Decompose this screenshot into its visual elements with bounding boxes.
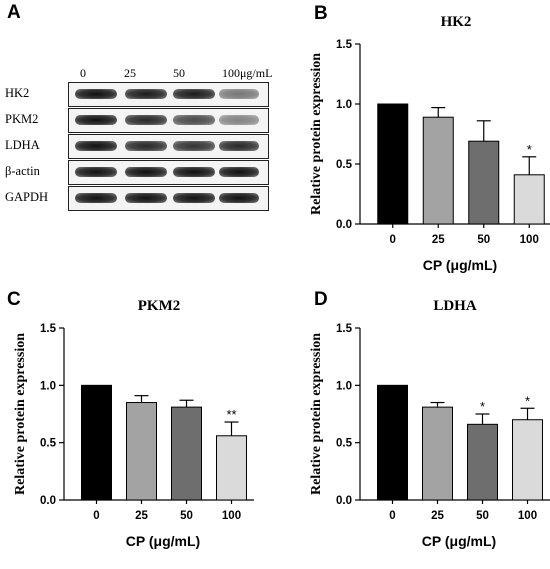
y-axis-label: Relative protein expression — [309, 333, 324, 495]
bar-50 — [171, 406, 202, 501]
bar-100 — [216, 435, 247, 501]
y-tick-label: 1.0 — [40, 380, 56, 392]
x-tick-label: 25 — [432, 234, 445, 246]
chart-hk2-svg: HK2 0.0 0.5 1.0 1.5 0 25 50 100 * CP (μg/mL) Relati… — [309, 14, 550, 273]
x-tick-label: 25 — [135, 510, 148, 522]
western-blot: 0 25 50 100μg/mL HK2 PKM2 LDHA β-actin G… — [0, 0, 280, 215]
y-tick-label: 0.0 — [336, 495, 352, 507]
blot-label-gapdh: GAPDH — [5, 190, 49, 204]
x-tick-label: 25 — [431, 510, 444, 522]
blot-row-gapdh — [68, 186, 269, 211]
blot-band — [125, 89, 167, 99]
blot-concentration-25: 25 — [124, 66, 136, 80]
x-tick-label: 50 — [477, 234, 490, 246]
chart-title: LDHA — [433, 298, 477, 314]
x-tick-label: 100 — [518, 510, 537, 522]
y-axis-label: Relative protein expression — [309, 53, 324, 215]
y-tick-label: 1.5 — [336, 323, 353, 335]
chart-title: HK2 — [441, 14, 472, 30]
bar-25 — [422, 116, 454, 225]
x-tick-label: 50 — [180, 510, 193, 522]
blot-band — [75, 115, 117, 125]
x-tick-label: 50 — [476, 510, 489, 522]
blot-band — [125, 167, 167, 177]
y-tick-label: 0.5 — [336, 159, 353, 171]
blot-concentration-0: 0 — [80, 66, 86, 80]
significance-marker: * — [480, 399, 485, 414]
bar-0 — [81, 384, 112, 501]
bar-25 — [126, 402, 157, 501]
bar-0 — [377, 384, 408, 501]
y-tick-label: 1.0 — [336, 99, 352, 111]
blot-band — [173, 193, 215, 203]
x-tick-label: 0 — [390, 234, 396, 246]
blot-band — [219, 141, 259, 151]
chart-ldha: LDHA 0.0 0.5 1.0 1.5 0 25 50 * 100 * CP (μg/mL) Rela… — [300, 286, 550, 569]
panel-letter-b: B — [314, 3, 328, 24]
y-tick-label: 0.5 — [40, 438, 57, 450]
blot-row-pkm2 — [68, 108, 269, 133]
y-tick-label: 1.0 — [336, 380, 352, 392]
blot-row-beta-actin — [68, 160, 269, 185]
x-tick-label: 0 — [389, 510, 395, 522]
x-tick-label: 100 — [520, 234, 539, 246]
y-tick-label: 0.5 — [336, 438, 353, 450]
y-axis-label: Relative protein expression — [13, 333, 28, 495]
chart-title: PKM2 — [138, 298, 181, 314]
y-tick-label: 1.5 — [40, 323, 57, 335]
significance-marker: * — [525, 393, 530, 408]
bar-50 — [468, 140, 500, 225]
panel-letter-c: C — [7, 289, 21, 310]
blot-band — [173, 115, 215, 125]
panel-letter-a: A — [7, 2, 21, 23]
x-tick-label: 100 — [222, 510, 241, 522]
blot-label-beta-actin: β-actin — [5, 164, 40, 178]
blot-band — [219, 89, 259, 99]
blot-band — [219, 115, 259, 125]
chart-pkm2: PKM2 0.0 0.5 1.0 1.5 0 25 50 100 ** CP (μg/mL) Rela… — [13, 286, 280, 569]
blot-band — [173, 141, 215, 151]
blot-band — [125, 193, 167, 203]
panel-letter-d: D — [314, 289, 328, 310]
chart-ldha-svg: LDHA 0.0 0.5 1.0 1.5 0 25 50 * 100 * CP (μg/mL) Rela… — [309, 298, 550, 549]
blot-band — [75, 141, 117, 151]
x-tick-label: 0 — [93, 510, 99, 522]
blot-band — [125, 141, 167, 151]
blot-label-ldha: LDHA — [5, 138, 40, 152]
x-axis-label: CP (μg/mL) — [423, 257, 497, 273]
bar-25 — [422, 406, 453, 501]
blot-label-hk2: HK2 — [5, 86, 30, 100]
y-tick-label: 0.0 — [40, 495, 56, 507]
blot-row-hk2 — [68, 82, 269, 107]
blot-band — [75, 193, 117, 203]
significance-marker: * — [527, 142, 532, 157]
significance-marker: ** — [226, 407, 236, 422]
chart-hk2: HK2 0.0 0.5 1.0 1.5 0 25 50 100 * CP (μg/mL) Relati… — [300, 0, 550, 287]
y-tick-label: 1.5 — [336, 39, 353, 51]
bar-0 — [377, 103, 409, 225]
blot-band — [173, 89, 215, 99]
blot-band — [125, 115, 167, 125]
bar-100 — [513, 174, 545, 225]
blot-band — [219, 167, 259, 177]
blot-band — [75, 89, 117, 99]
x-axis-label: CP (μg/mL) — [126, 533, 200, 549]
blot-band — [219, 193, 259, 203]
y-tick-label: 0.0 — [336, 219, 352, 231]
blot-band — [75, 167, 117, 177]
blot-concentration-100: 100μg/mL — [222, 66, 273, 80]
blot-row-ldha — [68, 134, 269, 159]
chart-pkm2-svg: PKM2 0.0 0.5 1.0 1.5 0 25 50 100 ** CP (μg/mL) Rela… — [13, 298, 254, 549]
blot-band — [173, 167, 215, 177]
bar-50 — [467, 423, 498, 501]
blot-concentration-50: 50 — [173, 66, 185, 80]
blot-label-pkm2: PKM2 — [5, 112, 39, 126]
bar-100 — [512, 419, 543, 501]
x-axis-label: CP (μg/mL) — [422, 533, 496, 549]
